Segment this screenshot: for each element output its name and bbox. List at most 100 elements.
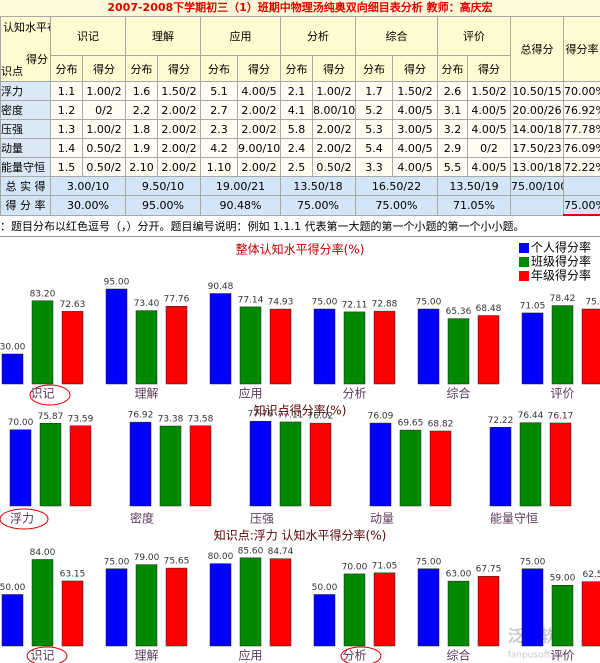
bar: [2, 354, 23, 384]
bar: [370, 423, 391, 506]
cell: 0/2: [83, 101, 126, 120]
subheader: 得分: [83, 56, 126, 82]
level-header: 识记: [51, 17, 126, 56]
bar: [2, 595, 23, 647]
bar: [552, 585, 573, 646]
corner-label: 认知水平布: [3, 19, 51, 35]
value-label: 76.44: [518, 411, 544, 421]
value-label: 68.82: [428, 419, 454, 429]
bar: [374, 311, 395, 384]
cell: 2.00/2: [158, 120, 201, 139]
cell: 2.00/2: [238, 158, 281, 177]
corner-cell: 认知水平布得分识点: [1, 17, 51, 82]
cell: 1.00/2: [83, 82, 126, 101]
cell: 77.78%: [564, 120, 600, 139]
value-label: 77.11: [278, 410, 304, 420]
value-label: 67.75: [476, 565, 502, 575]
subheader: 分布: [438, 56, 468, 82]
bar: [166, 568, 187, 646]
cell: 72.22%: [564, 158, 600, 177]
value-label: 70.00: [342, 562, 368, 572]
legend-label: 年级得分率: [531, 268, 591, 283]
value-label: 77.78: [248, 410, 274, 420]
cell: 3.1: [438, 101, 468, 120]
value-label: 50.00: [0, 583, 26, 593]
row-label: 得 分 率: [1, 196, 51, 216]
level-header: 评价: [438, 17, 511, 56]
cell: 0/2: [468, 139, 511, 158]
cell: 0.50/2: [83, 139, 126, 158]
value-label: 77.14: [238, 295, 264, 305]
cell: 2.4: [281, 139, 313, 158]
cell: 8.00/10: [313, 101, 356, 120]
value-label: 95.00: [104, 278, 130, 288]
cell: 3.2: [438, 120, 468, 139]
level-header: 综合: [356, 17, 438, 56]
row-label: 总 实 得: [1, 177, 51, 196]
cell: 1.1: [51, 82, 83, 101]
bar: [280, 422, 301, 506]
cell: 2.00/2: [238, 101, 281, 120]
bar: [522, 569, 543, 646]
cell: 0.50/2: [313, 158, 356, 177]
value-label: 75.65: [164, 557, 190, 567]
bar: [210, 564, 231, 646]
corner-label: 得分: [26, 51, 48, 67]
bar: [478, 576, 499, 646]
subheader: 分布: [281, 56, 313, 82]
cell: 2.7: [201, 101, 238, 120]
value-label: 78.42: [550, 294, 576, 304]
x-tick-label: 应用: [238, 648, 262, 663]
bar: [448, 581, 469, 646]
value-label: 71.05: [372, 561, 398, 571]
value-label: 75.00: [520, 557, 546, 567]
bar: [250, 421, 271, 506]
bar: [490, 427, 511, 506]
cell: 2.6: [438, 82, 468, 101]
bar: [270, 309, 291, 384]
value-label: 84.00: [30, 548, 56, 558]
bar: [374, 573, 395, 646]
cell: 4.00/5: [393, 139, 438, 158]
cell: 1.6: [126, 82, 158, 101]
value-label: 68.48: [476, 304, 502, 314]
cell: 3.3: [356, 158, 393, 177]
cell: 95.00%: [126, 196, 201, 216]
value-label: 75.87: [38, 412, 64, 422]
bar: [552, 306, 573, 384]
x-tick-label: 能量守恒: [490, 512, 538, 526]
cell: 2.00/2: [313, 139, 356, 158]
value-label: 73.40: [134, 299, 160, 309]
bar: [130, 422, 151, 506]
bar: [550, 423, 571, 506]
bar: [582, 582, 600, 646]
level-header: 理解: [126, 17, 201, 56]
legend-label: 班级得分率: [531, 254, 591, 269]
bar: [582, 309, 600, 384]
value-label: 76.17: [548, 411, 574, 421]
x-tick-label: 浮力: [10, 512, 34, 526]
cell: 4.1: [281, 101, 313, 120]
cell: 2.00/2: [313, 120, 356, 139]
rate-header: 得分率: [564, 17, 600, 82]
value-label: 72.11: [342, 300, 368, 310]
cell: 2.00/2: [158, 101, 201, 120]
value-label: 63.15: [60, 569, 86, 579]
cell: 0.50/2: [83, 158, 126, 177]
value-label: 90.48: [208, 282, 234, 292]
x-tick-label: 理解: [134, 387, 158, 401]
bar: [106, 569, 127, 646]
table-title: 2007-2008下学期初三（1）班期中物理汤纯奥双向细目表分析 教师：高庆宏: [0, 0, 600, 16]
cell: 5.5: [438, 158, 468, 177]
subheader: 分布: [201, 56, 238, 82]
row-label: 浮力: [1, 82, 51, 101]
value-label: 83.20: [30, 289, 56, 299]
cell: 2.5: [281, 158, 313, 177]
subheader: 得分: [238, 56, 281, 82]
bar: [210, 294, 231, 384]
bar: [166, 306, 187, 384]
cell: 1.10: [201, 158, 238, 177]
bar: [10, 430, 31, 506]
